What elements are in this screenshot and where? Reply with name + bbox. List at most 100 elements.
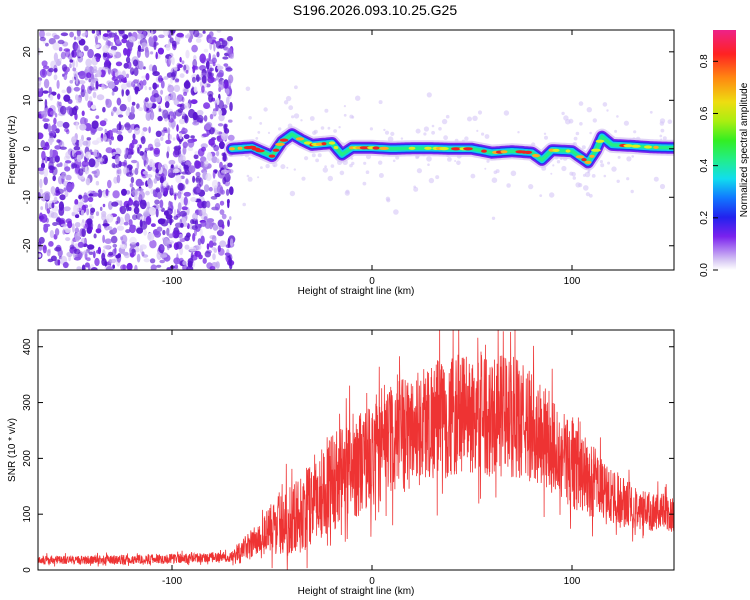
signal-halo-speck bbox=[390, 131, 395, 136]
colorbar-gradient bbox=[713, 30, 736, 270]
signal-hotspot bbox=[591, 148, 601, 152]
noise-blob bbox=[117, 114, 124, 118]
noise-blob bbox=[57, 39, 65, 45]
noise-blob bbox=[128, 197, 132, 202]
signal-halo-speck bbox=[607, 161, 611, 165]
noise-blob bbox=[158, 34, 165, 39]
noise-blob bbox=[45, 32, 52, 37]
noise-blob bbox=[50, 255, 57, 262]
noise-blob bbox=[138, 190, 145, 200]
noise-blob bbox=[115, 254, 121, 259]
signal-halo-speck bbox=[550, 172, 553, 175]
noise-blob bbox=[108, 226, 113, 231]
noise-blob bbox=[43, 224, 49, 233]
noise-blob bbox=[47, 137, 55, 143]
noise-blob bbox=[125, 56, 131, 64]
noise-blob bbox=[99, 206, 103, 211]
noise-blob bbox=[56, 120, 64, 128]
snr-line bbox=[38, 330, 674, 570]
noise-blob bbox=[64, 127, 69, 133]
noise-blob bbox=[182, 141, 188, 149]
noise-blob bbox=[66, 86, 72, 94]
noise-blob bbox=[160, 89, 164, 95]
noise-blob bbox=[222, 56, 229, 60]
noise-blob bbox=[43, 176, 48, 186]
signal-halo-speck bbox=[470, 173, 476, 179]
noise-blob bbox=[182, 260, 187, 266]
noise-blob bbox=[177, 182, 184, 191]
noise-blob bbox=[163, 76, 169, 80]
noise-blob bbox=[74, 199, 79, 206]
noise-blob bbox=[129, 183, 134, 188]
noise-blob bbox=[173, 43, 177, 48]
noise-blob bbox=[139, 151, 145, 156]
signal-halo-speck bbox=[611, 166, 617, 172]
signal-halo-speck bbox=[416, 168, 422, 174]
signal-halo-speck bbox=[327, 126, 331, 130]
noise-blob bbox=[96, 94, 105, 101]
noise-blob bbox=[148, 64, 154, 72]
noise-blob bbox=[178, 137, 182, 145]
noise-blob bbox=[43, 78, 50, 89]
signal-halo-speck bbox=[649, 110, 653, 114]
noise-blob bbox=[199, 228, 203, 238]
noise-blob bbox=[59, 57, 62, 62]
noise-blob bbox=[203, 160, 209, 168]
noise-blob bbox=[41, 60, 48, 67]
signal-halo-speck bbox=[339, 170, 345, 176]
noise-blob bbox=[144, 46, 149, 53]
noise-blob bbox=[39, 188, 43, 194]
noise-blob bbox=[196, 109, 204, 116]
noise-blob bbox=[218, 141, 225, 150]
noise-blob bbox=[109, 139, 112, 146]
noise-blob bbox=[48, 86, 52, 92]
noise-blob bbox=[50, 212, 58, 219]
noise-blob bbox=[130, 224, 136, 229]
noise-blob bbox=[78, 70, 86, 80]
signal-halo-speck bbox=[633, 130, 637, 134]
noise-blob bbox=[88, 196, 94, 203]
noise-blob bbox=[219, 209, 225, 215]
noise-blob bbox=[102, 223, 110, 227]
signal-halo-speck bbox=[369, 127, 373, 131]
noise-blob bbox=[69, 244, 75, 250]
signal-halo-speck bbox=[387, 136, 394, 142]
noise-blob bbox=[58, 47, 63, 52]
noise-blob bbox=[168, 55, 172, 65]
noise-blob bbox=[52, 175, 56, 182]
noise-blob bbox=[125, 89, 130, 96]
noise-blob bbox=[81, 219, 85, 223]
noise-blob bbox=[53, 34, 60, 40]
signal-halo-speck bbox=[317, 153, 322, 158]
noise-blob bbox=[208, 52, 211, 62]
noise-blob bbox=[38, 253, 42, 258]
signal-halo-speck bbox=[552, 164, 555, 167]
noise-blob bbox=[153, 41, 157, 51]
snr-panel: -100 0 100 0 100 200 300 400 Height of straigh… bbox=[7, 329, 675, 597]
signal-halo-speck bbox=[288, 105, 294, 111]
noise-blob bbox=[52, 42, 60, 51]
noise-blob bbox=[87, 48, 94, 59]
noise-blob bbox=[56, 188, 64, 194]
noise-blob bbox=[56, 139, 61, 143]
spectrogram-ylabel: Frequency (Hz) bbox=[7, 116, 18, 185]
noise-blob bbox=[165, 43, 171, 51]
noise-blob bbox=[206, 243, 210, 250]
noise-blob bbox=[75, 150, 82, 156]
noise-blob bbox=[203, 216, 208, 221]
noise-blob bbox=[76, 47, 81, 57]
noise-blob bbox=[230, 238, 234, 247]
signal-halo-speck bbox=[423, 132, 427, 136]
noise-blob bbox=[75, 122, 79, 130]
signal-halo-speck bbox=[265, 163, 270, 169]
noise-blob bbox=[179, 165, 182, 174]
noise-blob bbox=[162, 229, 166, 236]
snr-frame bbox=[37, 329, 675, 571]
noise-blob bbox=[206, 152, 213, 161]
signal-hotspot bbox=[372, 146, 380, 150]
noise-blob bbox=[81, 160, 90, 168]
signal-hotspot bbox=[328, 141, 336, 145]
noise-blob bbox=[150, 110, 155, 121]
noise-blob bbox=[139, 219, 143, 228]
noise-blob bbox=[190, 135, 195, 139]
